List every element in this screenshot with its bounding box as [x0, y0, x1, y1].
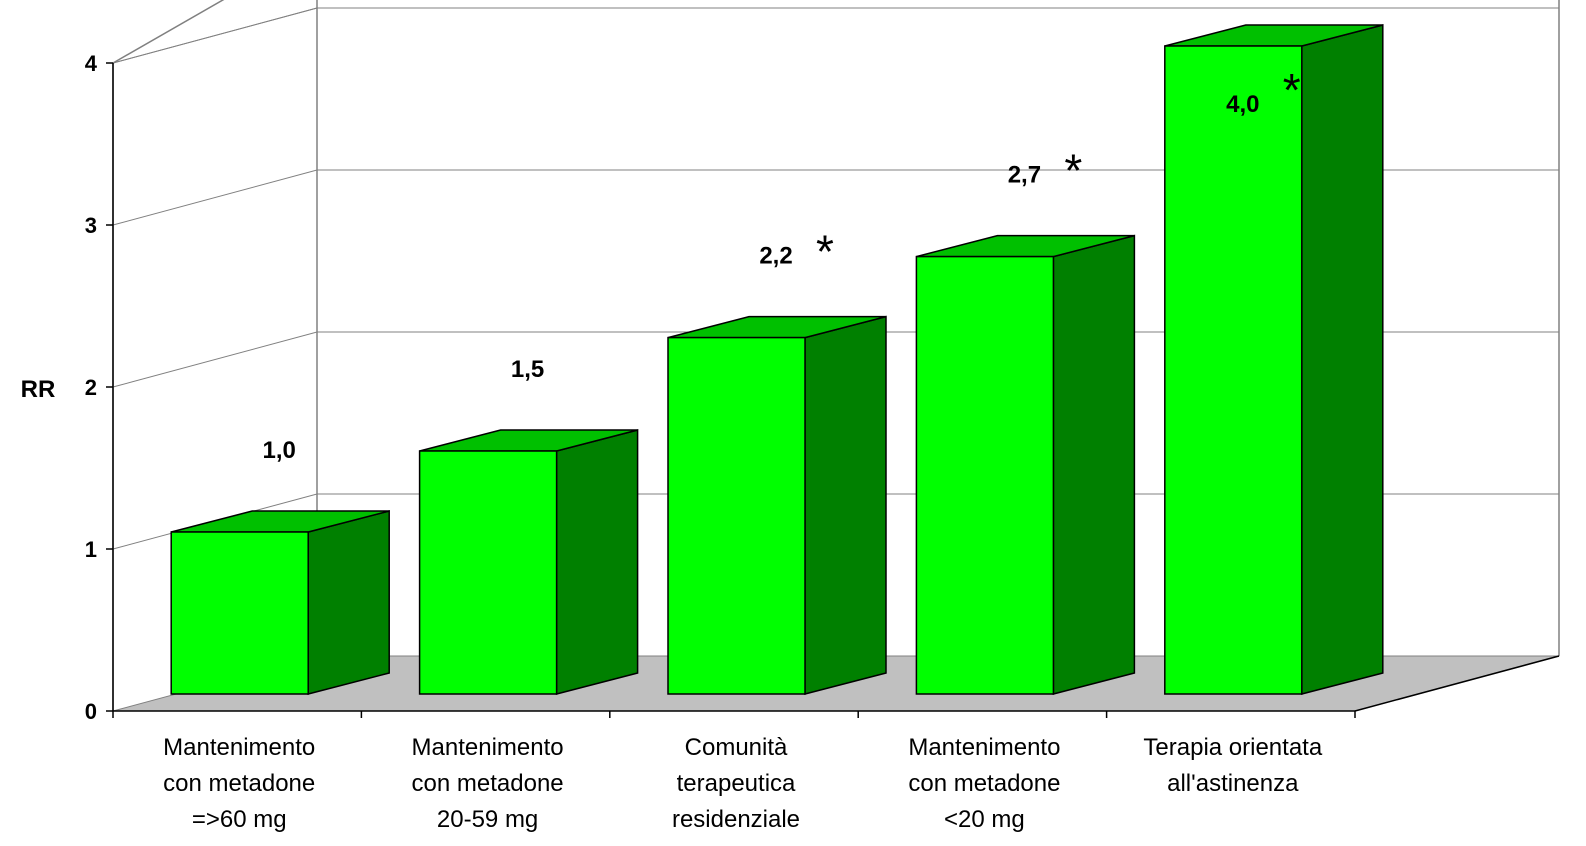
bar: [915, 255, 1055, 695]
significance-marker: *: [816, 226, 834, 278]
x-tick-label: Mantenimento: [908, 734, 1060, 761]
bar-group: [418, 429, 639, 695]
x-tick-label: con metadone: [163, 770, 315, 797]
data-labels: 1,0 1,5 2,2 * 2,7 * 4,0 *: [263, 64, 1301, 464]
x-tick-label: residenziale: [672, 806, 800, 833]
bar-side: [307, 510, 390, 695]
bar-side: [804, 315, 887, 695]
data-label: 4,0: [1226, 91, 1259, 118]
x-tick-label: Terapia orientata: [1143, 734, 1322, 761]
bar-side: [555, 429, 639, 695]
gridline: [112, 331, 1559, 388]
x-tick-label: all'astinenza: [1167, 770, 1299, 797]
y-tick-label: 0: [85, 699, 97, 724]
bar-group: [667, 315, 887, 695]
significance-marker: *: [1283, 64, 1301, 116]
bars: [170, 24, 1384, 695]
x-tick-label: con metadone: [908, 770, 1060, 797]
bar: [667, 336, 806, 695]
x-tick-label: terapeutica: [677, 770, 796, 797]
data-label: 2,7: [1008, 162, 1041, 189]
data-label: 1,0: [263, 437, 296, 464]
significance-marker: *: [1064, 145, 1082, 197]
bar-side: [1052, 234, 1136, 695]
bar-group: [170, 510, 390, 695]
x-axis-labels: Mantenimento con metadone =>60 mg Mantenime…: [163, 734, 1323, 833]
data-label: 1,5: [511, 356, 544, 383]
x-tick-label: Mantenimento: [163, 734, 315, 761]
gridline: [112, 7, 1559, 64]
gridline: [112, 169, 1559, 226]
y-tick-label: 3: [85, 213, 97, 238]
x-tick-label: =>60 mg: [192, 806, 287, 833]
floor-right-edge: [1354, 655, 1560, 712]
x-tick-label: 20-59 mg: [437, 806, 538, 833]
bar: [418, 450, 558, 695]
x-tick-label: <20 mg: [944, 806, 1025, 833]
y-tick-label: 1: [85, 537, 97, 562]
y-tick-label: 2: [85, 375, 97, 400]
bar-group: [1164, 24, 1384, 695]
bar-side: [1301, 24, 1384, 695]
x-tick-label: Mantenimento: [412, 734, 564, 761]
bar: [170, 531, 309, 695]
back-wall: [316, 0, 1560, 656]
y-axis-label: RR: [21, 376, 56, 403]
axes: 0 1 2 3 4: [85, 51, 1560, 724]
x-tick-label: Comunità: [685, 734, 788, 761]
y-tick-label: 4: [85, 51, 98, 76]
data-label: 2,2: [759, 243, 792, 270]
bar: [1164, 45, 1303, 695]
x-tick-label: con metadone: [412, 770, 564, 797]
bar-group: [915, 234, 1136, 695]
